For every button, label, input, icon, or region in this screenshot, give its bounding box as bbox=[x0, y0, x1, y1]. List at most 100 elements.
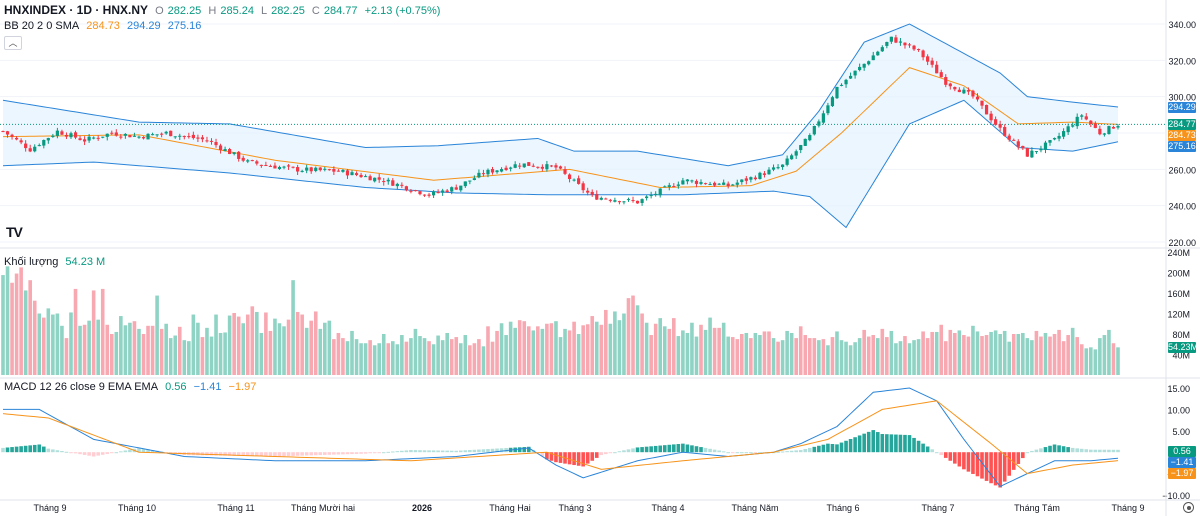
macd-histogram-bar bbox=[821, 444, 826, 453]
volume-bar bbox=[857, 338, 862, 375]
chevron-up-icon: ︿ bbox=[8, 38, 18, 48]
volume-bar bbox=[758, 335, 762, 375]
symbol-title[interactable]: HNXINDEX · 1D · HNX.NY bbox=[4, 3, 149, 17]
candle-body bbox=[1111, 126, 1116, 129]
candle-body bbox=[277, 166, 282, 170]
candle-body bbox=[499, 169, 504, 172]
bb-lower-badge: 275.16 bbox=[1168, 141, 1196, 152]
candle-body bbox=[1075, 116, 1079, 127]
candle-body bbox=[980, 100, 984, 106]
candle-body bbox=[731, 184, 735, 186]
macd-histogram-bar bbox=[590, 452, 595, 461]
macd-histogram-bar bbox=[907, 435, 912, 453]
candle-body bbox=[962, 89, 966, 94]
candle-body bbox=[599, 197, 603, 200]
macd-histogram-bar bbox=[372, 452, 377, 454]
candle-body bbox=[377, 177, 381, 180]
macd-histogram-bar bbox=[28, 445, 32, 453]
volume-bar bbox=[218, 332, 223, 375]
macd-histogram-bar bbox=[1039, 448, 1043, 453]
time-axis-label: Tháng 3 bbox=[558, 503, 591, 513]
candle-body bbox=[472, 178, 476, 180]
macd-histogram-bar bbox=[776, 451, 780, 453]
volume-bar bbox=[975, 331, 980, 375]
macd-histogram-bar bbox=[495, 448, 499, 453]
volume-bar bbox=[672, 318, 676, 375]
volume-bar bbox=[359, 343, 363, 375]
candle-body bbox=[676, 184, 680, 186]
volume-bar bbox=[1011, 334, 1016, 375]
candle-body bbox=[867, 61, 871, 65]
macd-histogram-bar bbox=[404, 450, 409, 453]
volume-bar bbox=[51, 314, 55, 375]
candle-body bbox=[740, 179, 744, 183]
candle-body bbox=[617, 201, 622, 203]
macd-histogram-bar bbox=[921, 443, 925, 453]
candle-body bbox=[114, 132, 118, 136]
macd-histogram-bar bbox=[644, 446, 649, 453]
macd-histogram-bar bbox=[948, 452, 953, 461]
macd-histogram-bar bbox=[1002, 452, 1007, 482]
macd-histogram-bar bbox=[5, 447, 10, 453]
macd-histogram-bar bbox=[259, 452, 264, 457]
high-label: H bbox=[208, 5, 217, 17]
volume-bar bbox=[150, 325, 155, 375]
macd-histogram-bar bbox=[427, 450, 431, 453]
macd-histogram-bar bbox=[309, 452, 314, 456]
macd-signal-value: −1.97 bbox=[228, 381, 257, 393]
macd-line-badge: −1.41 bbox=[1168, 457, 1196, 468]
volume-bar bbox=[109, 334, 114, 375]
macd-histogram-bar bbox=[1075, 448, 1080, 453]
volume-bar bbox=[862, 329, 866, 375]
volume-bar bbox=[685, 332, 690, 375]
candle-body bbox=[531, 165, 535, 167]
candle-body bbox=[604, 198, 608, 200]
volume-bar bbox=[667, 328, 672, 375]
macd-histogram-bar bbox=[150, 450, 155, 453]
candle-body bbox=[880, 47, 884, 52]
volume-bar bbox=[780, 340, 785, 375]
macd-hist-badge: 0.56 bbox=[1168, 446, 1196, 457]
volume-bar bbox=[390, 341, 395, 375]
candle-body bbox=[1089, 120, 1093, 125]
macd-histogram-bar bbox=[898, 434, 903, 453]
candle-body bbox=[441, 190, 445, 193]
volume-bar bbox=[5, 266, 10, 375]
volume-bar bbox=[381, 334, 386, 375]
macd-legend[interactable]: MACD 12 26 close 9 EMA EMA 0.56 −1.41 −1… bbox=[4, 381, 260, 393]
volume-bar bbox=[1025, 338, 1030, 375]
volume-bar bbox=[264, 312, 268, 375]
volume-bar bbox=[55, 313, 60, 375]
tradingview-logo[interactable]: TV bbox=[6, 224, 23, 240]
macd-histogram-bar bbox=[1057, 445, 1061, 453]
volume-bar bbox=[690, 322, 694, 375]
macd-histogram-bar bbox=[78, 452, 82, 455]
macd-tick-label: 10.00 bbox=[1167, 405, 1190, 415]
volume-bar bbox=[576, 334, 581, 375]
volume-bar bbox=[921, 331, 925, 375]
macd-histogram-bar bbox=[966, 452, 971, 472]
macd-histogram-bar bbox=[255, 452, 259, 457]
settings-gear-icon[interactable] bbox=[1183, 502, 1194, 513]
collapse-legend-button[interactable]: ︿ bbox=[4, 36, 22, 50]
high-value: 285.24 bbox=[220, 5, 254, 17]
macd-histogram-bar bbox=[377, 452, 381, 454]
volume-legend[interactable]: Khối lượng 54.23 M bbox=[4, 256, 109, 268]
macd-histogram-bar bbox=[526, 446, 531, 453]
macd-histogram-bar bbox=[100, 452, 105, 455]
macd-histogram-bar bbox=[109, 452, 114, 454]
bb-legend[interactable]: BB 20 2 0 SMA 284.73 294.29 275.16 bbox=[4, 20, 205, 32]
volume-bar bbox=[1048, 336, 1052, 375]
candle-body bbox=[554, 165, 558, 168]
volume-bar bbox=[712, 327, 717, 375]
macd-histogram-bar bbox=[971, 452, 975, 474]
candle-body bbox=[110, 132, 114, 134]
macd-histogram-bar bbox=[55, 450, 60, 453]
candle-body bbox=[898, 41, 903, 43]
macd-histogram-bar bbox=[554, 452, 558, 463]
volume-bar bbox=[191, 314, 196, 375]
volume-bar bbox=[82, 324, 87, 375]
candle-body bbox=[373, 177, 377, 182]
volume-bar bbox=[640, 313, 644, 375]
